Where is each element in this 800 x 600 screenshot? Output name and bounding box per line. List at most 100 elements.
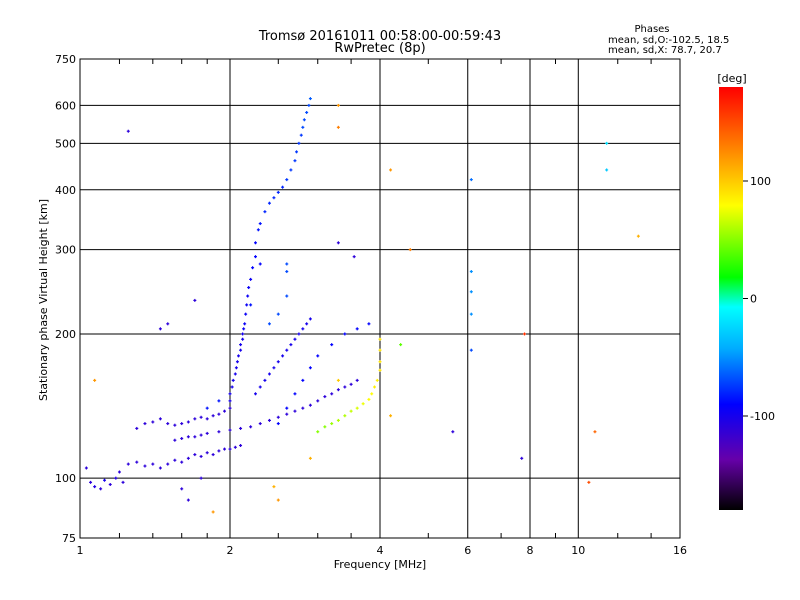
data-point [246, 294, 250, 298]
data-point [239, 443, 243, 447]
data-point [370, 392, 374, 396]
data-point [217, 430, 221, 434]
x-tick-label: 16 [673, 544, 687, 557]
data-point [253, 392, 257, 396]
data-point [378, 348, 382, 352]
data-point [199, 476, 203, 480]
data-point [408, 248, 412, 252]
plot-frame [79, 58, 681, 539]
data-point [301, 327, 305, 331]
data-point [587, 480, 591, 484]
data-point [293, 159, 297, 163]
data-point [389, 414, 393, 418]
data-point [205, 451, 209, 455]
data-point [336, 241, 340, 245]
data-point [378, 368, 382, 372]
data-point [285, 348, 289, 352]
data-point [166, 422, 170, 426]
data-point [241, 332, 245, 336]
data-point [349, 382, 353, 386]
data-point [316, 354, 320, 358]
data-point [166, 462, 170, 466]
data-point [205, 417, 209, 421]
data-point [84, 466, 88, 470]
y-tick-label: 400 [55, 184, 76, 197]
data-point [256, 228, 260, 232]
data-point [272, 196, 276, 200]
data-point [135, 460, 139, 464]
chart-title: Tromsø 20161011 00:58:00-00:59:43 [258, 29, 501, 44]
data-point [323, 425, 327, 429]
grid [80, 59, 680, 538]
data-point [285, 178, 289, 182]
data-point [228, 447, 232, 451]
data-point [289, 343, 293, 347]
data-point [285, 412, 289, 416]
data-point [228, 399, 232, 403]
y-tick-label: 300 [55, 244, 76, 257]
data-point [276, 422, 280, 426]
data-point [199, 415, 203, 419]
data-point [180, 437, 184, 441]
data-point [186, 420, 190, 424]
data-point [330, 422, 334, 426]
data-point [285, 270, 289, 274]
data-point [180, 460, 184, 464]
data-point [228, 392, 232, 396]
data-point [285, 294, 289, 298]
data-point [605, 141, 609, 145]
y-tick-label: 600 [55, 99, 76, 112]
data-point [173, 438, 177, 442]
data-point [239, 343, 243, 347]
data-point [263, 210, 267, 214]
data-point [199, 433, 203, 437]
phase-stats-header: Phases [634, 24, 669, 35]
data-point [301, 406, 305, 410]
phase-stats-x: mean, sd,X: 78.7, 20.7 [608, 45, 722, 56]
data-point [285, 406, 289, 410]
x-tick-label: 1 [77, 544, 84, 557]
data-point [267, 372, 271, 376]
data-point [307, 103, 311, 107]
data-point [223, 409, 227, 413]
data-point [297, 141, 301, 145]
data-point [253, 255, 257, 259]
data-point [263, 378, 267, 382]
data-point [245, 303, 249, 307]
data-point [173, 423, 177, 427]
data-point [258, 262, 262, 266]
data-point [361, 402, 365, 406]
x-tick-label: 6 [464, 544, 471, 557]
data-point [89, 480, 93, 484]
data-point [520, 456, 524, 460]
x-axis-label: Frequency [MHz] [334, 558, 426, 571]
data-point [193, 417, 197, 421]
data-point [276, 360, 280, 364]
y-tick-label: 750 [55, 53, 76, 66]
data-point [217, 449, 221, 453]
y-tick-label: 200 [55, 328, 76, 341]
phase-stats-o: mean, sd,O:-102.5, 18.5 [608, 35, 729, 46]
data-point [293, 337, 297, 341]
data-point [158, 417, 162, 421]
data-point [228, 428, 232, 432]
colorbar-tick-label: 100 [750, 175, 771, 188]
x-tick-label: 10 [571, 544, 585, 557]
colorbar [719, 87, 743, 510]
data-point [301, 378, 305, 382]
data-point [336, 418, 340, 422]
data-point [308, 366, 312, 370]
data-point [243, 322, 247, 326]
data-point [272, 485, 276, 489]
data-point [352, 255, 356, 259]
data-point [469, 312, 473, 316]
data-point [285, 262, 289, 266]
data-point [211, 510, 215, 514]
data-point [117, 470, 121, 474]
data-point [343, 332, 347, 336]
chart-subtitle: RwPretec (8p) [334, 41, 425, 56]
data-point [199, 454, 203, 458]
data-point [330, 343, 334, 347]
data-point [217, 412, 221, 416]
